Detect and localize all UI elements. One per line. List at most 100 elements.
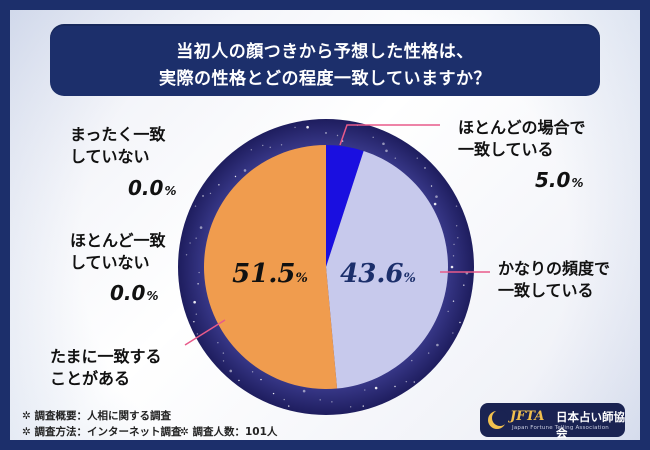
ring-star <box>288 405 290 407</box>
label-sometimes: たまに一致する ことがある <box>50 346 162 390</box>
ring-star <box>427 352 430 354</box>
inner-value-often: 43.6% <box>340 259 416 289</box>
jfta-logo: JFTA 日本占い師協会 Japan Fortune Telling Assoc… <box>480 403 625 440</box>
label-hardly: ほとんど一致 していない <box>70 230 166 274</box>
question-line-2: 実際の性格とどの程度一致していますか？ <box>159 69 491 89</box>
label-not-at-all: まったく一致 していない <box>70 124 165 168</box>
ring-star <box>283 398 285 401</box>
slice-most <box>326 145 364 267</box>
ring-star <box>452 255 455 257</box>
ring-star <box>394 385 396 388</box>
footnote-summary-text: 調査概要：人相に関する調査 <box>34 410 171 422</box>
ring-star <box>202 195 204 197</box>
ring-star <box>209 192 212 195</box>
ring-star <box>269 146 271 149</box>
ring-star <box>280 144 283 146</box>
ring-star <box>459 321 461 324</box>
label-sometimes-line2: ことがある <box>50 369 131 388</box>
ring-star <box>199 226 203 229</box>
ring-star <box>294 126 296 129</box>
ring-star <box>189 242 191 244</box>
ring-star <box>450 265 454 269</box>
label-most-line2: 一致している <box>458 140 554 159</box>
ring-star <box>433 202 437 206</box>
label-most: ほとんどの場合で 一致している <box>458 117 586 161</box>
ring-star <box>229 369 233 373</box>
ring-star <box>349 406 352 408</box>
inner-value-sometimes: 51.5% <box>232 259 308 289</box>
ring-star <box>272 392 275 395</box>
star-icon: ✲ <box>180 426 189 438</box>
ring-star <box>251 371 254 373</box>
footnote-count: ✲ 調査人数：101人 <box>180 424 277 439</box>
ring-star <box>234 175 237 178</box>
label-not-at-all-line1: まったく一致 <box>70 125 166 144</box>
footnote-method: ✲ 調査方法：インターネット調査 <box>22 424 181 439</box>
question-header: 当初人の顔つきから予想した性格は、 実際の性格とどの程度一致していますか？ <box>50 24 600 96</box>
ring-star <box>457 237 459 239</box>
label-often-line1: かなりの頻度で <box>498 259 611 278</box>
star-icon: ✲ <box>22 426 31 438</box>
ring-star <box>262 144 264 147</box>
logo-brand: JFTA <box>510 409 545 424</box>
label-hardly-line1: ほとんど一致 <box>70 231 166 250</box>
label-hardly-line2: していない <box>70 253 150 272</box>
star-icon: ✲ <box>22 410 31 422</box>
ring-star <box>243 169 247 172</box>
ring-star <box>372 136 374 139</box>
label-often: かなりの頻度で 一致している <box>498 258 610 302</box>
ring-star <box>452 300 455 302</box>
footnote-count-text: 調査人数：101人 <box>192 426 278 438</box>
ring-star <box>374 386 378 390</box>
ring-star <box>411 359 413 362</box>
ring-star <box>217 342 219 344</box>
ring-star <box>413 381 415 383</box>
ring-star <box>302 389 306 393</box>
ring-star <box>222 352 225 354</box>
value-most: 5.0% <box>535 168 584 192</box>
ring-star <box>196 333 199 335</box>
ring-star <box>455 205 458 207</box>
label-most-line1: ほとんどの場合で <box>458 118 586 137</box>
slice-often <box>326 150 448 389</box>
ring-star <box>455 225 458 227</box>
ring-star <box>385 149 388 153</box>
ring-star <box>447 310 449 313</box>
ring-star <box>198 271 200 274</box>
value-hardly: 0.0% <box>110 281 159 305</box>
ring-star <box>195 237 197 239</box>
ring-star <box>394 157 397 159</box>
crescent-moon-icon <box>488 410 508 429</box>
ring-star <box>416 157 418 159</box>
ring-star <box>430 185 433 187</box>
ring-star <box>452 332 454 334</box>
ring-star <box>306 125 309 129</box>
ring-star <box>195 313 198 315</box>
footnote-summary: ✲ 調査概要：人相に関する調査 <box>22 408 171 423</box>
ring-star <box>194 205 197 207</box>
slice-sometimes <box>203 145 338 389</box>
ring-star <box>250 149 253 151</box>
pie-slices <box>203 145 448 389</box>
ring-star <box>319 399 321 401</box>
question-line-1: 当初人の顔つきから予想した性格は、 <box>176 42 474 62</box>
ring-star <box>185 254 188 256</box>
ring-star <box>331 401 333 403</box>
label-sometimes-line1: たまに一致する <box>50 347 162 366</box>
ring-star <box>197 283 199 285</box>
footnote-method-text: 調査方法：インターネット調査 <box>34 426 182 438</box>
leader-lines <box>184 124 490 346</box>
ring-star <box>193 300 196 304</box>
logo-subtitle: Japan Fortune Telling Association <box>512 425 609 431</box>
leader-line-most <box>339 124 440 146</box>
ring-star <box>193 321 195 323</box>
ring-star <box>382 142 385 146</box>
ring-stars <box>185 124 469 408</box>
ring-star <box>364 389 366 391</box>
ring-star <box>405 380 408 383</box>
label-not-at-all-line2: していない <box>70 147 150 166</box>
ring-star <box>218 184 220 186</box>
ring-star <box>325 132 327 134</box>
